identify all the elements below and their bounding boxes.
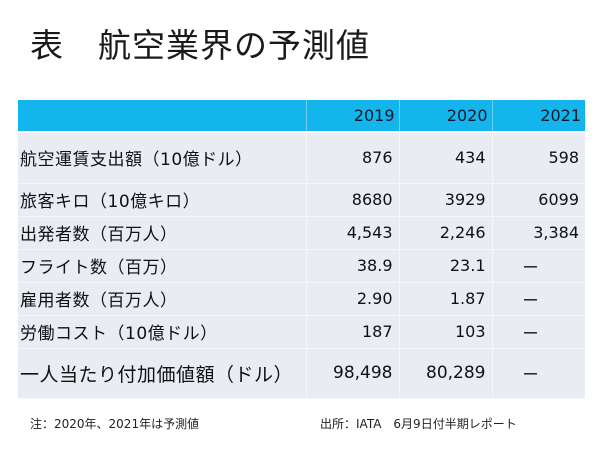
cell-2021: 598 <box>492 132 585 184</box>
cell-2021: ー <box>492 315 585 349</box>
cell-2021: 3,384 <box>492 216 585 250</box>
cell-2019: 876 <box>306 132 400 184</box>
cell-2019: 38.9 <box>306 249 400 283</box>
cell-2019: 2.90 <box>306 282 400 316</box>
cell-2020: 3929 <box>399 183 493 217</box>
cell-2021: ー <box>492 348 585 399</box>
cell-2019: 187 <box>306 315 400 349</box>
row-label: フライト数（百万） <box>18 249 307 283</box>
table-header-row: 2019 2020 2021 <box>18 100 585 133</box>
cell-2019: 8680 <box>306 183 400 217</box>
cell-2021: ー <box>492 282 585 316</box>
forecast-table: 2019 2020 2021 航空運賃支出額（10億ドル） 876 434 59… <box>18 100 585 399</box>
row-label: 出発者数（百万人） <box>18 216 307 250</box>
table-row-passenger-km: 旅客キロ（10億キロ） 8680 3929 6099 <box>18 183 585 217</box>
table-row-departures: 出発者数（百万人） 4,543 2,246 3,384 <box>18 216 585 250</box>
header-cell-label <box>18 100 307 133</box>
table-row-flights: フライト数（百万） 38.9 23.1 ー <box>18 249 585 283</box>
row-label: 旅客キロ（10億キロ） <box>18 183 307 217</box>
header-cell-2020: 2020 <box>399 100 493 133</box>
table-row-value-added-per-employee: 一人当たり付加価値額（ドル） 98,498 80,289 ー <box>18 348 585 399</box>
cell-2020: 2,246 <box>399 216 493 250</box>
cell-2020: 434 <box>399 132 493 184</box>
cell-2020: 1.87 <box>399 282 493 316</box>
forecast-note: 注：2020年、2021年は予測値 <box>30 417 200 431</box>
table-row-employees: 雇用者数（百万人） 2.90 1.87 ー <box>18 282 585 316</box>
source-note: 出所：IATA 6月9日付半期レポート <box>320 417 517 431</box>
cell-2020: 80,289 <box>399 348 493 399</box>
row-label: 一人当たり付加価値額（ドル） <box>18 348 307 399</box>
cell-2021: 6099 <box>492 183 585 217</box>
header-cell-2019: 2019 <box>306 100 400 133</box>
cell-2020: 103 <box>399 315 493 349</box>
header-cell-2021: 2021 <box>492 100 585 133</box>
row-label: 雇用者数（百万人） <box>18 282 307 316</box>
table-row-airfare-spending: 航空運賃支出額（10億ドル） 876 434 598 <box>18 132 585 184</box>
table-row-labor-cost: 労働コスト（10億ドル） 187 103 ー <box>18 315 585 349</box>
row-label: 労働コスト（10億ドル） <box>18 315 307 349</box>
slide-title: 表 航空業界の予測値 <box>30 26 370 65</box>
row-label: 航空運賃支出額（10億ドル） <box>18 132 307 184</box>
cell-2019: 98,498 <box>306 348 400 399</box>
cell-2019: 4,543 <box>306 216 400 250</box>
cell-2020: 23.1 <box>399 249 493 283</box>
cell-2021: ー <box>492 249 585 283</box>
